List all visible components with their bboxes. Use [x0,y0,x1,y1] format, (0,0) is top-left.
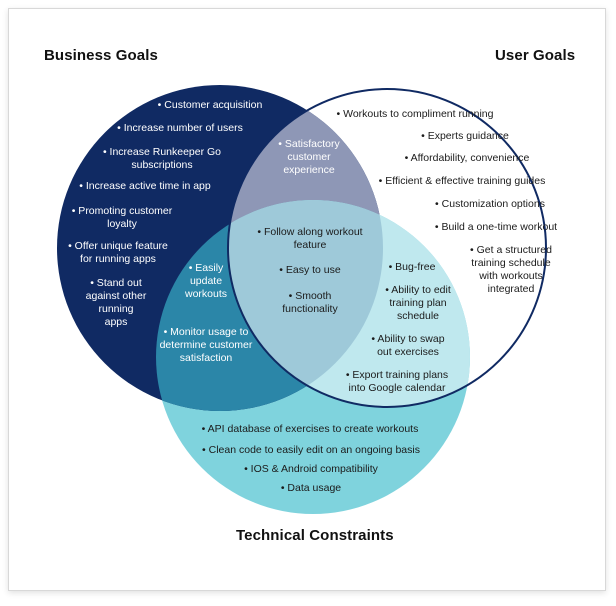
technical-item-clean-code: • Clean code to easily edit on an ongoin… [202,444,420,456]
user-item-customization: • Customization options [435,198,545,210]
center-item-smooth: • Smooth functionality [282,290,338,315]
user-goals-outline [227,88,547,408]
overlap-item-swap-exercises: • Ability to swap out exercises [371,333,445,358]
overlap-item-edit-schedule: • Ability to edit training plan schedule [385,284,451,322]
center-overlap [228,200,383,407]
user-item-experts: • Experts guidance [421,130,509,142]
business-item-stand-out: • Stand out against other running apps [85,277,147,328]
user-item-training-guides: • Efficient & effective training guides [378,175,546,187]
technical-constraints-heading: Technical Constraints [236,527,394,544]
business-item-active-time: • Increase active time in app [79,180,211,192]
overlap-item-monitor-usage: • Monitor usage to determine customer sa… [159,326,253,364]
user-item-structured-schedule: • Get a structured training schedule wit… [470,244,552,295]
technical-item-compatibility: • IOS & Android compatibility [244,463,378,475]
user-item-one-time-workout: • Build a one-time workout [434,221,558,233]
center-item-follow-along: • Follow along workout feature [257,226,363,251]
overlap-item-satisfactory-experience: • Satisfactory customer experience [278,138,340,176]
business-item-runkeeper-go: • Increase Runkeeper Go subscriptions [102,146,222,171]
user-item-affordability: • Affordability, convenience [404,152,530,164]
user-goals-heading: User Goals [495,47,576,64]
business-item-unique-feature: • Offer unique feature for running apps [68,240,168,265]
business-item-loyalty: • Promoting customer loyalty [71,205,173,230]
business-item-customer-acquisition: • Customer acquisition [157,99,263,111]
technical-item-data-usage: • Data usage [280,482,342,494]
overlap-item-export-calendar: • Export training plans into Google cale… [345,369,449,394]
business-item-increase-users: • Increase number of users [117,122,243,134]
technical-item-api-database: • API database of exercises to create wo… [201,423,419,435]
overlap-item-easily-update: • Easily update workouts [184,262,227,300]
user-item-workouts: • Workouts to compliment running [336,108,494,120]
business-goals-heading: Business Goals [44,47,158,64]
overlap-item-bug-free: • Bug-free [388,261,436,273]
center-item-easy-to-use: • Easy to use [279,264,341,276]
